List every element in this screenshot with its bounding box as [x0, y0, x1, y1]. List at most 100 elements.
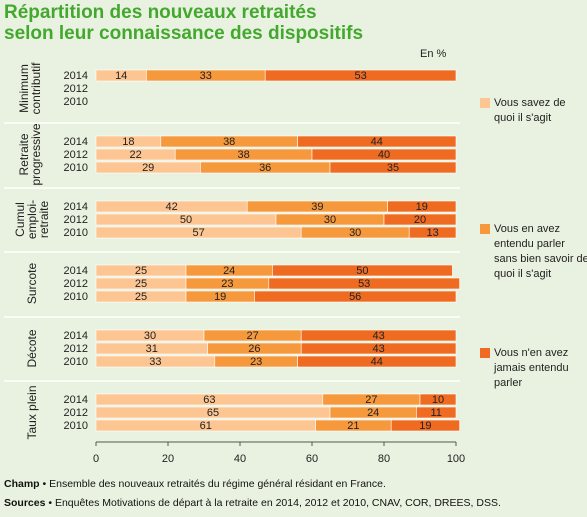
bar-value-label: 39	[311, 201, 323, 213]
bar-segment	[300, 342, 457, 355]
bar-value-label: 36	[259, 162, 271, 174]
group-label-line: contributif	[29, 62, 43, 115]
bar-segment	[264, 69, 457, 82]
group-label: Surcote	[25, 262, 39, 304]
bar-value-label: 20	[414, 214, 426, 226]
bar-value-label: 21	[347, 420, 359, 432]
group-label: Retraiteprogressive	[17, 123, 43, 185]
bar-value-label: 35	[387, 162, 399, 174]
bar-segment	[329, 161, 457, 174]
x-tick-label: 40	[234, 453, 246, 465]
bar-segment	[272, 264, 453, 277]
legend-swatch-entendu	[480, 224, 490, 234]
group-label: Taux plein	[25, 385, 39, 439]
year-label: 2014	[64, 330, 88, 342]
footer-sources: Sources • Enquêtes Motivations de départ…	[4, 497, 501, 509]
bar-value-label: 56	[349, 291, 361, 303]
bar-value-label: 53	[354, 70, 366, 82]
bar-value-label: 19	[416, 201, 428, 213]
year-label: 2012	[64, 214, 88, 226]
bar-value-label: 38	[237, 149, 249, 161]
bar-value-label: 61	[200, 420, 212, 432]
bar-value-label: 27	[246, 330, 258, 342]
group-label-line: Décote	[25, 329, 39, 367]
footer-champ-label: Champ	[4, 478, 40, 490]
group-label: Décote	[25, 329, 39, 367]
footer-sources-text: • Enquêtes Motivations de départ à la re…	[45, 497, 501, 509]
year-label: 2012	[64, 407, 88, 419]
group-label-line: Retraite	[17, 133, 31, 175]
year-label: 2010	[64, 420, 88, 432]
group-label-line: emploi-	[25, 200, 39, 239]
bar-value-label: 43	[372, 330, 384, 342]
group-label: Minimumcontributif	[17, 62, 43, 115]
year-label: 2014	[64, 70, 88, 82]
title-line-2: selon leur connaissance des dispositifs	[4, 23, 364, 44]
year-label: 2012	[64, 343, 88, 355]
bar-value-label: 22	[129, 149, 141, 161]
x-tick-label: 60	[306, 453, 318, 465]
bar-value-label: 25	[135, 278, 147, 290]
year-label: 2014	[64, 265, 88, 277]
bar-segment	[390, 419, 460, 432]
bar-value-label: 63	[203, 394, 215, 406]
bar-value-label: 65	[207, 407, 219, 419]
bar-value-label: 42	[165, 201, 177, 213]
year-label: 2010	[64, 162, 88, 174]
bar-value-label: 31	[146, 343, 158, 355]
legend-swatch-jamais	[480, 348, 490, 358]
bar-value-label: 19	[214, 291, 226, 303]
year-label: 2010	[64, 96, 88, 108]
bar-value-label: 26	[248, 343, 260, 355]
bar-segment	[419, 393, 457, 406]
bar-value-label: 25	[135, 291, 147, 303]
year-label: 2012	[64, 83, 88, 95]
bar-value-label: 53	[358, 278, 370, 290]
bar-value-label: 33	[200, 70, 212, 82]
bar-value-label: 29	[142, 162, 154, 174]
bar-segment	[383, 213, 457, 226]
footer-champ-text: • Ensemble des nouveaux retraités du rég…	[39, 478, 386, 490]
bar-segment	[254, 290, 457, 303]
group-label-line: progressive	[29, 123, 43, 185]
bar-segment	[297, 355, 457, 368]
title-line-1: Répartition des nouveaux retraités	[4, 2, 317, 23]
bar-value-label: 24	[223, 265, 235, 277]
bar-value-label: 24	[367, 407, 379, 419]
bar-value-label: 25	[135, 265, 147, 277]
x-tick-label: 80	[378, 453, 390, 465]
bar-value-label: 10	[432, 394, 444, 406]
bar-segment	[416, 406, 457, 419]
chart-title: Répartition des nouveaux retraités selon…	[4, 2, 363, 44]
bar-value-label: 14	[115, 70, 127, 82]
bar-value-label: 19	[419, 420, 431, 432]
year-label: 2014	[64, 136, 88, 148]
bar-value-label: 18	[122, 136, 134, 148]
x-tick-label: 100	[447, 453, 465, 465]
year-label: 2014	[64, 394, 88, 406]
bar-segment	[408, 226, 457, 239]
bar-value-label: 43	[372, 343, 384, 355]
group-label-line: Taux plein	[25, 385, 39, 439]
bar-value-label: 11	[430, 407, 441, 419]
legend-label-jamais: Vous n'en avez jamais entendu parler	[494, 347, 569, 389]
bar-value-label: 44	[371, 356, 383, 368]
bar-value-label: 23	[250, 356, 262, 368]
bar-value-label: 50	[180, 214, 192, 226]
year-label: 2012	[64, 278, 88, 290]
legend-label-entendu: Vous en avez entendu parler sans bien sa…	[494, 223, 587, 280]
bar-segment	[387, 200, 457, 213]
bar-value-label: 30	[349, 227, 361, 239]
legend-label-savez: Vous savez de quoi il s'agit	[494, 97, 566, 124]
x-tick-label: 20	[162, 453, 174, 465]
legend-swatch-savez	[480, 98, 490, 108]
bar-value-label: 44	[371, 136, 383, 148]
bar-segment	[297, 135, 457, 148]
group-label-line: Cumul	[13, 202, 27, 237]
year-label: 2010	[64, 291, 88, 303]
footer-champ: Champ • Ensemble des nouveaux retraités …	[4, 478, 386, 490]
unit-label: En %	[420, 48, 447, 60]
bar-value-label: 38	[223, 136, 235, 148]
x-tick-label: 0	[93, 453, 99, 465]
